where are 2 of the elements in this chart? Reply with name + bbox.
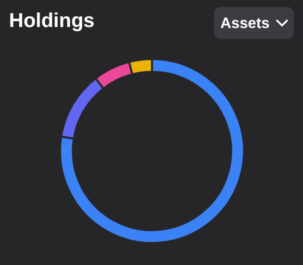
assets-dropdown[interactable]: Assets	[214, 7, 294, 39]
chart-title: Holdings	[9, 10, 95, 33]
